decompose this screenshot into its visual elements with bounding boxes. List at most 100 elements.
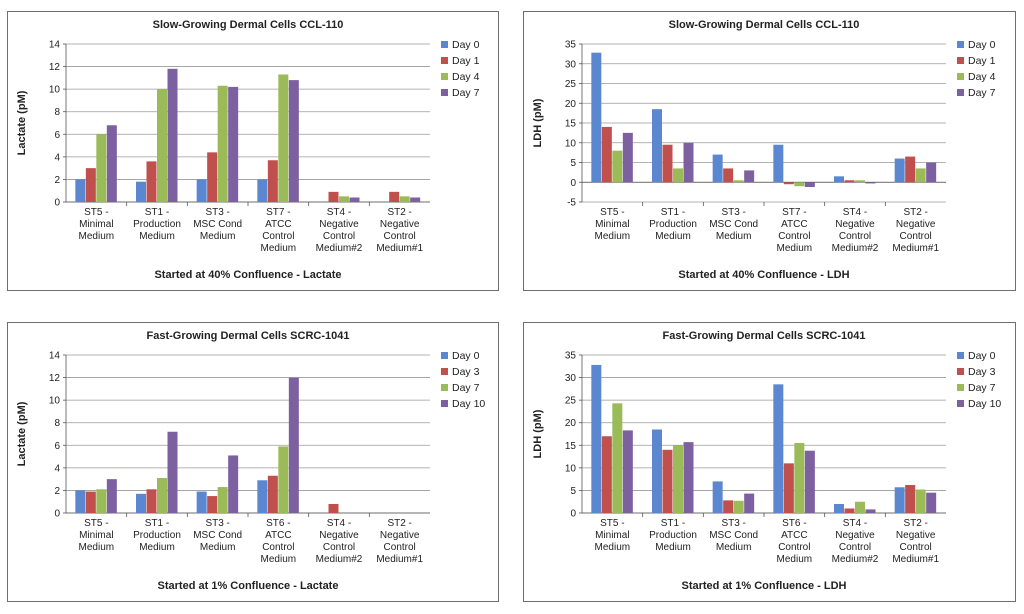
x-tick-label: ATCC xyxy=(265,530,291,541)
x-tick-label: Negative xyxy=(835,219,875,230)
chart-svg: Fast-Growing Dermal Cells SCRC-1041 0 5 10 1… xyxy=(532,330,1001,592)
x-tick-label: Control xyxy=(384,542,416,553)
x-axis-label: Started at 40% Confluence - LDH xyxy=(678,269,849,281)
x-tick-label: Medium#1 xyxy=(376,243,423,254)
bar-day-7 xyxy=(106,125,117,202)
x-tick-label: ST3 - xyxy=(721,518,745,529)
y-tick-label: 15 xyxy=(565,119,577,130)
x-tick-label: Medium xyxy=(79,231,115,242)
bar-day-10 xyxy=(167,431,178,513)
bar-day-3 xyxy=(844,508,855,513)
x-tick-label: ST1 - xyxy=(145,207,169,218)
legend-entry: Day 0 xyxy=(452,350,480,362)
x-axis-label: Started at 40% Confluence - Lactate xyxy=(154,269,341,281)
x-tick-label: Medium xyxy=(200,231,236,242)
chart-panel-fast-lactate: Fast-Growing Dermal Cells SCRC-1041 0 2 4 6 8… xyxy=(7,322,499,602)
x-tick-label: ST4 - xyxy=(327,207,351,218)
x-tick-label: ST2 - xyxy=(387,518,411,529)
legend-swatch xyxy=(441,41,448,48)
y-tick-label: 5 xyxy=(570,486,576,497)
x-tick-label: Medium xyxy=(777,554,813,565)
x-tick-label: Medium xyxy=(595,542,631,553)
bar-day-10 xyxy=(865,509,876,513)
y-tick-label: -5 xyxy=(567,198,576,209)
x-tick-label: Medium#2 xyxy=(832,554,879,565)
x-tick-label: Medium xyxy=(655,542,691,553)
y-tick-label: 6 xyxy=(54,130,60,141)
x-tick-label: ST4 - xyxy=(843,207,867,218)
bar-day-4 xyxy=(278,74,289,202)
legend-swatch xyxy=(957,73,964,80)
y-tick-label: 8 xyxy=(54,107,60,118)
bar-day-10 xyxy=(926,492,937,513)
bar-day-3 xyxy=(85,491,96,513)
y-tick-label: 10 xyxy=(49,85,61,96)
bar-day-7 xyxy=(622,132,633,183)
x-tick-label: Negative xyxy=(319,530,359,541)
bar-day-0 xyxy=(834,503,844,513)
x-tick-label: Control xyxy=(839,231,871,242)
x-tick-label: ATCC xyxy=(781,530,807,541)
y-tick-label: 10 xyxy=(565,138,577,149)
bar-day-10 xyxy=(228,455,239,513)
x-tick-label: ST5 - xyxy=(600,518,624,529)
bar-day-1 xyxy=(844,180,855,183)
x-tick-label: Minimal xyxy=(79,530,113,541)
x-tick-label: Medium xyxy=(716,542,752,553)
x-tick-label: Medium xyxy=(716,231,752,242)
bar-day-4 xyxy=(673,168,683,183)
y-tick-label: 2 xyxy=(54,175,60,186)
bar-day-0 xyxy=(652,429,662,513)
bar-day-4 xyxy=(339,196,349,202)
x-tick-label: ST6 - xyxy=(266,518,290,529)
x-tick-label: ST5 - xyxy=(84,518,108,529)
x-tick-label: MSC Cond xyxy=(709,219,758,230)
legend-entry: Day 0 xyxy=(968,350,996,362)
bar-day-0 xyxy=(75,179,86,202)
x-tick-label: Medium xyxy=(139,542,175,553)
legend-entry: Day 1 xyxy=(452,55,480,67)
y-tick-label: 14 xyxy=(49,351,61,362)
x-tick-label: MSC Cond xyxy=(709,530,758,541)
x-tick-label: ST1 - xyxy=(145,518,169,529)
legend-entry: Day 7 xyxy=(968,87,996,99)
x-tick-label: ST7 - xyxy=(782,207,806,218)
bar-day-7 xyxy=(228,86,239,202)
bar-day-0 xyxy=(75,490,86,513)
bar-day-0 xyxy=(591,52,602,183)
x-tick-label: Medium xyxy=(261,243,297,254)
x-tick-label: Control xyxy=(900,542,932,553)
x-tick-label: MSC Cond xyxy=(193,219,242,230)
bar-day-10 xyxy=(744,493,755,513)
x-tick-label: Control xyxy=(778,231,810,242)
legend-entry: Day 4 xyxy=(452,71,480,83)
bar-day-7 xyxy=(915,489,926,513)
bar-day-4 xyxy=(399,196,410,202)
bar-day-10 xyxy=(622,430,633,513)
x-tick-label: Medium#2 xyxy=(316,243,363,254)
x-tick-label: Control xyxy=(262,542,294,553)
bar-day-4 xyxy=(157,89,167,202)
y-tick-label: 20 xyxy=(565,99,577,110)
legend-swatch xyxy=(441,368,448,375)
bar-day-1 xyxy=(723,168,734,183)
x-tick-label: Medium#2 xyxy=(316,554,363,565)
x-tick-label: ST5 - xyxy=(600,207,624,218)
bar-day-1 xyxy=(146,161,157,202)
bar-day-4 xyxy=(855,180,865,183)
x-tick-label: ATCC xyxy=(265,219,291,230)
x-tick-label: Control xyxy=(900,231,932,242)
x-tick-label: ST7 - xyxy=(266,207,290,218)
y-tick-label: 4 xyxy=(54,463,60,474)
x-tick-label: Medium xyxy=(655,231,691,242)
bar-day-1 xyxy=(85,168,96,202)
bar-day-0 xyxy=(773,144,784,183)
bar-day-0 xyxy=(773,384,784,513)
x-tick-label: ST4 - xyxy=(327,518,351,529)
x-tick-label: Medium#1 xyxy=(892,554,939,565)
y-tick-label: 14 xyxy=(49,40,61,51)
x-tick-label: Negative xyxy=(380,219,420,230)
bar-day-3 xyxy=(207,496,218,513)
chart-title: Slow-Growing Dermal Cells CCL-110 xyxy=(153,19,344,31)
chart-svg: Fast-Growing Dermal Cells SCRC-1041 0 2 4 6 8… xyxy=(16,330,485,592)
